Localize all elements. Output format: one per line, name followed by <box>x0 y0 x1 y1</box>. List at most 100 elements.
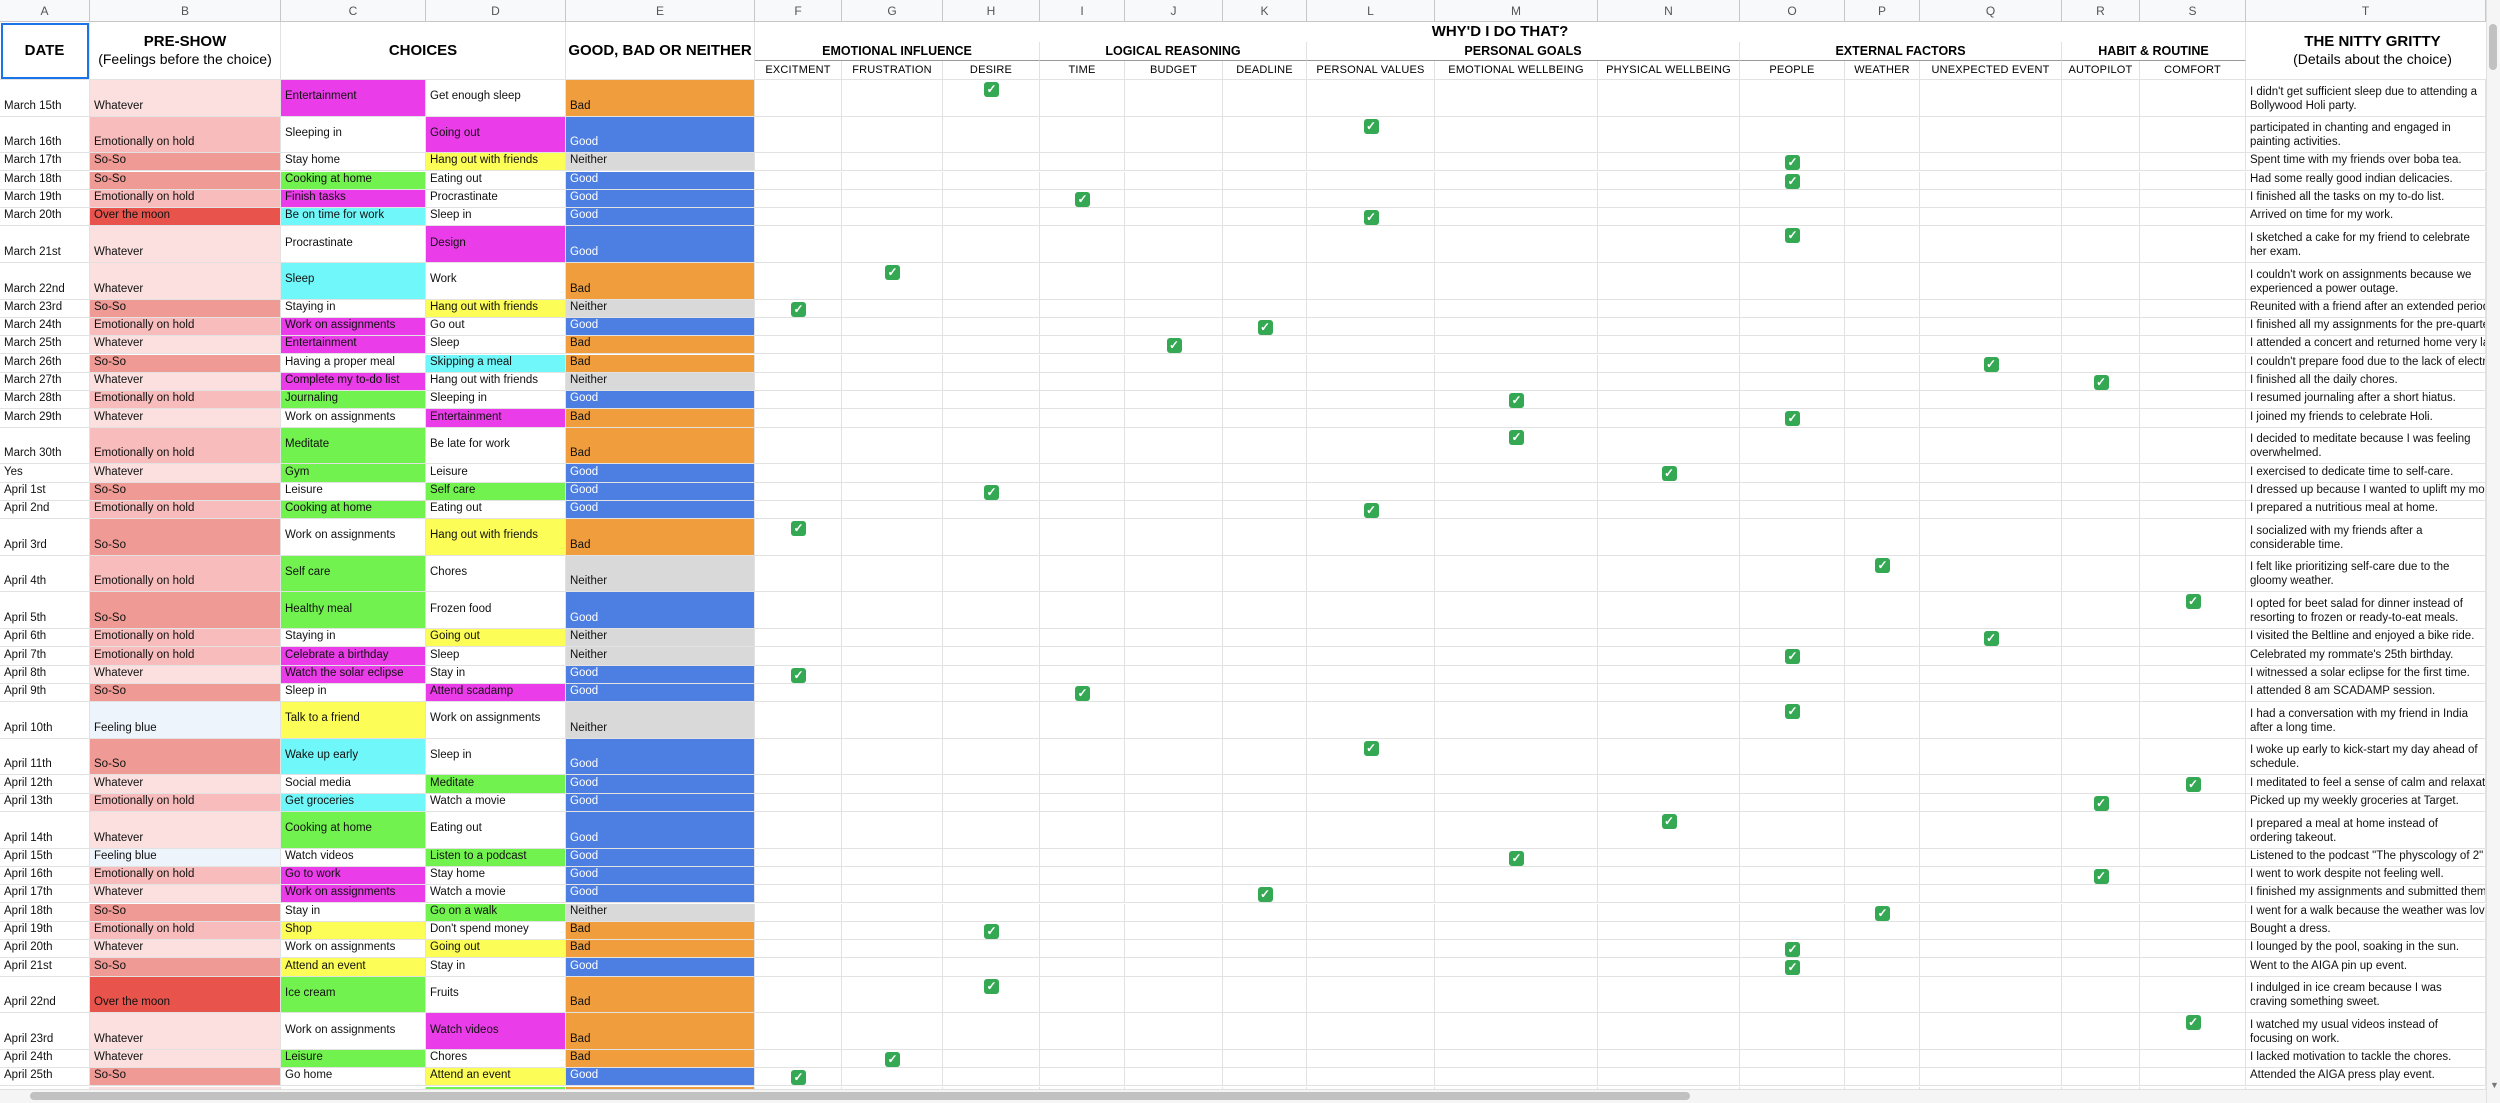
reason-cell[interactable] <box>1845 647 1920 666</box>
reason-cell[interactable] <box>842 555 943 593</box>
reason-cell[interactable] <box>842 80 943 117</box>
reason-cell[interactable] <box>2062 738 2140 776</box>
reason-cell[interactable] <box>842 921 943 941</box>
column-header-d[interactable]: D <box>426 0 566 22</box>
reason-cell[interactable] <box>1740 1068 1845 1087</box>
reason-cell[interactable] <box>1598 629 1740 648</box>
choice-made-cell[interactable]: Cooking at home <box>281 171 426 190</box>
reason-cell[interactable] <box>755 775 842 794</box>
reason-cell[interactable] <box>2062 958 2140 977</box>
reason-cell[interactable] <box>1223 592 1307 629</box>
date-cell[interactable]: April 18th <box>0 903 90 922</box>
reason-cell[interactable] <box>943 372 1040 392</box>
reason-cell[interactable] <box>1845 958 1920 977</box>
reason-cell[interactable] <box>842 1068 943 1087</box>
reason-cell[interactable] <box>1598 592 1740 629</box>
reason-cell[interactable] <box>755 1049 842 1069</box>
reason-cell[interactable] <box>1920 940 2062 959</box>
details-cell[interactable]: I watched my usual videos instead of foc… <box>2246 1013 2486 1050</box>
reason-cell[interactable] <box>943 665 1040 684</box>
reason-cell[interactable] <box>1920 866 2062 886</box>
reason-cell[interactable] <box>1845 226 1920 263</box>
date-cell[interactable]: April 4th <box>0 555 90 593</box>
reason-cell[interactable] <box>1740 592 1845 629</box>
reason-cell[interactable] <box>1920 482 2062 501</box>
date-cell[interactable]: March 22nd <box>0 263 90 300</box>
choice-alt-cell[interactable]: Going out <box>426 629 566 648</box>
date-cell[interactable]: April 15th <box>0 848 90 867</box>
preshow-cell[interactable]: Whatever <box>90 80 281 117</box>
reason-cell[interactable] <box>1845 153 1920 172</box>
reason-cell[interactable] <box>1598 317 1740 337</box>
reason-cell[interactable] <box>1307 555 1435 593</box>
horizontal-scrollbar[interactable] <box>0 1089 2486 1103</box>
reason-cell[interactable] <box>943 299 1040 318</box>
column-header-k[interactable]: K <box>1223 0 1307 22</box>
details-cell[interactable]: Arrived on time for my work. <box>2246 208 2486 227</box>
date-cell[interactable]: March 16th <box>0 116 90 154</box>
reason-cell[interactable] <box>1740 482 1845 501</box>
reason-cell[interactable] <box>1307 1013 1435 1050</box>
good-bad-cell[interactable]: Bad <box>566 519 755 556</box>
good-bad-cell[interactable]: Good <box>566 189 755 209</box>
reason-cell[interactable] <box>755 354 842 373</box>
reason-cell[interactable] <box>1040 226 1125 263</box>
reason-cell[interactable] <box>2062 519 2140 556</box>
reason-cell[interactable] <box>1598 958 1740 977</box>
reason-cell[interactable] <box>1307 519 1435 556</box>
reason-cell[interactable] <box>1223 1013 1307 1050</box>
choice-alt-cell[interactable]: Work on assignments <box>426 702 566 739</box>
reason-cell[interactable] <box>1740 519 1845 556</box>
reason-cell[interactable] <box>1740 116 1845 154</box>
reason-cell[interactable] <box>2140 647 2246 666</box>
reason-cell[interactable] <box>1040 848 1125 867</box>
date-cell[interactable]: April 5th <box>0 592 90 629</box>
reason-cell[interactable] <box>1307 738 1435 776</box>
reason-cell[interactable] <box>2062 885 2140 904</box>
date-cell[interactable]: March 25th <box>0 336 90 355</box>
reason-cell[interactable] <box>1307 317 1435 337</box>
reason-cell[interactable] <box>2140 317 2246 337</box>
choice-made-cell[interactable]: Watch videos <box>281 848 426 867</box>
reason-cell[interactable] <box>1125 738 1223 776</box>
reason-cell[interactable] <box>1125 500 1223 520</box>
choice-alt-cell[interactable]: Eating out <box>426 812 566 849</box>
reason-cell[interactable] <box>842 519 943 556</box>
reason-cell[interactable] <box>2140 354 2246 373</box>
details-cell[interactable]: Celebrated my rommate's 25th birthday. <box>2246 647 2486 666</box>
reason-cell[interactable] <box>755 738 842 776</box>
reason-cell[interactable] <box>1598 391 1740 410</box>
reason-cell[interactable] <box>1740 958 1845 977</box>
reason-cell[interactable] <box>943 153 1040 172</box>
checkbox-checked-icon[interactable]: ✓ <box>1785 960 1800 976</box>
reason-cell[interactable] <box>1598 153 1740 172</box>
reason-cell[interactable] <box>2140 921 2246 941</box>
choice-alt-cell[interactable]: Procrastinate <box>426 189 566 209</box>
reason-cell[interactable] <box>1845 336 1920 355</box>
date-cell[interactable]: March 17th <box>0 153 90 172</box>
reason-cell[interactable] <box>1435 665 1598 684</box>
good-bad-cell[interactable]: Neither <box>566 555 755 593</box>
preshow-cell[interactable]: Whatever <box>90 940 281 959</box>
reason-cell[interactable] <box>1740 500 1845 520</box>
reason-cell[interactable] <box>755 812 842 849</box>
good-bad-cell[interactable]: Neither <box>566 903 755 922</box>
reason-cell[interactable] <box>755 1013 842 1050</box>
reason-cell[interactable] <box>1040 592 1125 629</box>
reason-cell[interactable] <box>1223 500 1307 520</box>
reason-cell[interactable] <box>1435 1068 1598 1087</box>
reason-cell[interactable] <box>1435 116 1598 154</box>
reason-cell[interactable] <box>1040 116 1125 154</box>
reason-cell[interactable] <box>1435 866 1598 886</box>
reason-cell[interactable] <box>842 263 943 300</box>
choice-made-cell[interactable]: Procrastinate <box>281 226 426 263</box>
choice-made-cell[interactable]: Talk to a friend <box>281 702 426 739</box>
checkbox-checked-icon[interactable]: ✓ <box>1661 466 1677 482</box>
preshow-cell[interactable]: Whatever <box>90 409 281 428</box>
reason-cell[interactable] <box>1845 940 1920 959</box>
details-cell[interactable]: I finished all the daily chores. <box>2246 372 2486 392</box>
reason-cell[interactable] <box>1125 555 1223 593</box>
reason-cell[interactable] <box>943 1068 1040 1087</box>
reason-cell[interactable] <box>842 336 943 355</box>
reason-cell[interactable] <box>755 409 842 428</box>
